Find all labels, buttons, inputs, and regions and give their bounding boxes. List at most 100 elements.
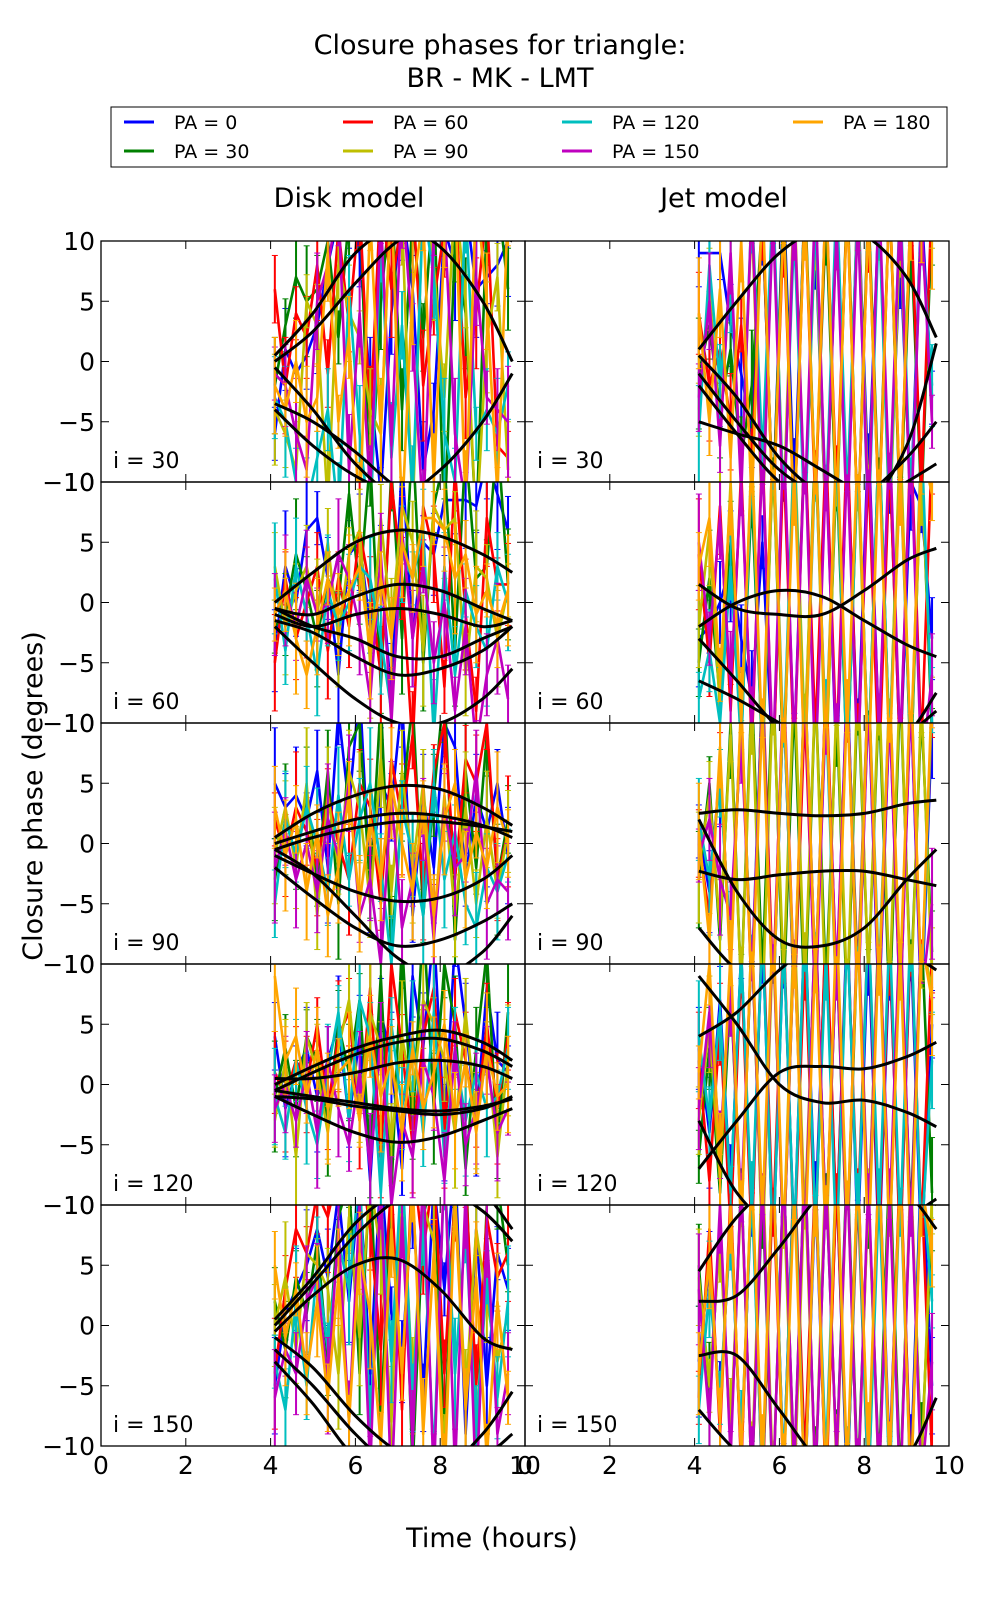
panel-disk-i-60: −10 −5 0 5 10 i = 60 — [42, 468, 526, 738]
panel-disk-i-60-series-pa-30-line — [273, 482, 510, 689]
panel-disk-i-30-model-curve-3 — [274, 402, 393, 482]
panel-disk-i-90-model-curve-5 — [273, 866, 514, 948]
column-title-disk: Disk model — [274, 183, 425, 214]
panel-jet-i-120-model-curve-1 — [698, 964, 938, 1038]
panel-jet-i-30-series-pa-180-line — [697, 241, 932, 482]
y-tick-label: 5 — [79, 528, 95, 557]
panel-jet-i-120-model-curve-4 — [697, 1119, 938, 1205]
panel-disk-i-150-plot-area — [271, 1205, 514, 1446]
panel-disk-i-150-series-pa-150-line — [273, 1205, 510, 1446]
panel-jet-i-30-plot-area — [695, 241, 938, 482]
y-tick-label: 5 — [79, 1251, 95, 1280]
panel-jet-i-90-series-pa-180 — [695, 723, 936, 964]
panel-disk-i-120-model-curve-1 — [274, 1028, 514, 1086]
y-tick-label: −10 — [42, 950, 95, 979]
panel-disk-i-90-model-curve-1 — [274, 783, 514, 839]
panel-disk-i-30-model-curve-4 — [273, 408, 371, 482]
legend-label-pa-120: PA = 120 — [612, 112, 700, 134]
panel-grid: −10 −5 0 5 10 i = 30 i = 30 −10 −5 0 5 10 i = 60 i = … — [42, 227, 965, 1480]
panel-disk-i-120-series-pa-150-line — [273, 1035, 510, 1205]
y-tick-label: 10 — [63, 227, 95, 256]
panel-disk-i-60-model-curve-2 — [274, 582, 513, 622]
panel-disk-i-60-plot-area — [271, 482, 514, 723]
panel-disk-i-90-model-curve-6 — [274, 848, 514, 964]
y-tick-label: 0 — [79, 1071, 95, 1100]
panel-disk-i-120: −10 −5 0 5 10 i = 120 — [42, 950, 526, 1220]
figure-title-line2: BR - MK - LMT — [407, 63, 594, 94]
legend: PA = 0 PA = 30 PA = 60 PA = 90 PA = 120 PA = … — [110, 106, 948, 168]
panel-disk-i-120-model-curve-2 — [274, 1036, 514, 1092]
panel-jet-i-30-model-curve-5 — [698, 420, 845, 482]
y-tick-label: −10 — [42, 709, 95, 738]
panel-disk-i-60-series-pa-150-line — [273, 528, 510, 723]
y-tick-label: 0 — [79, 589, 95, 618]
panel-disk-i-30-model-curve-1 — [273, 241, 514, 363]
legend-label-pa-150: PA = 150 — [612, 141, 700, 163]
panel-jet-i-60-model-curve-1 — [697, 546, 937, 619]
x-tick-label: 0 — [93, 1451, 109, 1480]
panel-jet-i-120-inclination-label: i = 120 — [537, 1172, 618, 1197]
x-tick-label: 2 — [178, 1451, 194, 1480]
x-tick-label: 6 — [347, 1451, 363, 1480]
panel-jet-i-60-model-curve-3 — [698, 679, 938, 723]
panel-jet-i-120-model-curve-2 — [697, 975, 937, 1129]
panel-jet-i-90-series-pa-90-line — [697, 723, 933, 964]
panel-jet-i-120-series-pa-180-line — [697, 964, 934, 1205]
panel-disk-i-150-model-curve-1 — [273, 1205, 514, 1321]
legend-label-pa-90: PA = 90 — [393, 141, 468, 163]
panel-jet-i-120-model-curve-3 — [697, 1040, 937, 1170]
panel-jet-i-120-plot-area — [695, 964, 938, 1205]
panel-disk-i-90-inclination-label: i = 90 — [113, 931, 180, 956]
panel-jet-i-30-model-curve-3 — [697, 241, 938, 351]
panel-disk-i-30-series-pa-180-line — [273, 241, 508, 482]
panel-jet-i-120-series-pa-120-line — [697, 964, 934, 1205]
panel-disk-i-120-plot-area — [271, 964, 514, 1205]
panel-jet-i-30: i = 30 — [524, 240, 950, 483]
panel-disk-i-30: −10 −5 0 5 10 i = 30 — [42, 227, 526, 497]
y-tick-label: −5 — [58, 649, 95, 678]
panel-jet-i-90-inclination-label: i = 90 — [537, 931, 604, 956]
y-tick-label: −10 — [42, 1191, 95, 1220]
y-tick-label: −5 — [58, 1131, 95, 1160]
panel-jet-i-30-series-pa-150-line — [697, 241, 934, 482]
panel-jet-i-30-model-curve-1 — [697, 372, 938, 482]
y-tick-label: 0 — [79, 830, 95, 859]
panel-disk-i-120-model-curve-5 — [274, 1095, 513, 1117]
panel-jet-i-90-plot-area — [695, 723, 938, 964]
panel-disk-i-120-series-pa-180 — [271, 964, 512, 1182]
panel-disk-i-60-model-curve-4 — [274, 619, 514, 677]
y-tick-label: −5 — [58, 890, 95, 919]
y-tick-label: 5 — [79, 769, 95, 798]
y-tick-label: 5 — [79, 287, 95, 316]
y-tick-label: −10 — [42, 1432, 95, 1461]
panel-disk-i-60-model-curve-6 — [274, 607, 513, 661]
panel-jet-i-150: 0 2 4 6 8 10i = 150 — [517, 1204, 965, 1480]
legend-label-pa-60: PA = 60 — [393, 112, 468, 134]
panel-disk-i-150-model-curve-6 — [273, 1360, 347, 1446]
panel-disk-i-150-model-curve-2 — [273, 1205, 514, 1327]
panel-disk-i-120-inclination-label: i = 120 — [113, 1172, 194, 1197]
panel-disk-i-60-inclination-label: i = 60 — [113, 690, 180, 715]
panel-disk-i-30-inclination-label: i = 30 — [113, 449, 180, 474]
panel-disk-i-60-model-curve-5 — [273, 625, 514, 723]
y-tick-label: 10 — [63, 950, 95, 979]
y-tick-label: 0 — [79, 1312, 95, 1341]
panel-disk-i-150-series-pa-60-line — [273, 1205, 510, 1412]
panel-disk-i-120-model-curve-3 — [274, 1058, 513, 1081]
x-tick-label: 10 — [509, 1451, 541, 1480]
panel-disk-i-120-model-curve-6 — [274, 1095, 513, 1144]
panel-jet-i-90-series-pa-180-line — [697, 723, 933, 964]
y-tick-label: 10 — [63, 1191, 95, 1220]
legend-label-pa-0: PA = 0 — [174, 112, 237, 134]
panel-jet-i-90: i = 90 — [524, 722, 950, 965]
panel-jet-i-90-model-curve-3 — [697, 818, 938, 949]
panel-jet-i-60-model-curve-4 — [697, 637, 938, 723]
panel-jet-i-30-model-curve-4 — [697, 342, 938, 482]
y-tick-label: 5 — [79, 1010, 95, 1039]
panel-disk-i-90-model-curve-3 — [274, 819, 513, 851]
panel-jet-i-60-inclination-label: i = 60 — [537, 690, 604, 715]
panel-jet-i-30-inclination-label: i = 30 — [537, 449, 604, 474]
x-tick-label: 4 — [263, 1451, 279, 1480]
legend-frame — [110, 106, 948, 168]
